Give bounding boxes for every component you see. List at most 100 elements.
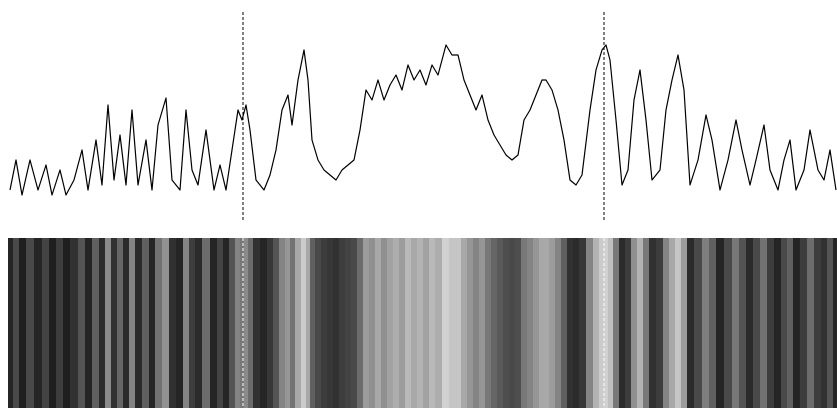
intensity-band bbox=[339, 238, 346, 408]
intensity-band bbox=[827, 238, 834, 408]
intensity-band bbox=[544, 238, 550, 408]
intensity-band bbox=[169, 238, 177, 408]
intensity-band bbox=[393, 238, 400, 408]
intensity-band bbox=[656, 238, 664, 408]
intensity-band bbox=[99, 238, 106, 408]
intensity-band bbox=[485, 238, 492, 408]
intensity-band bbox=[149, 238, 156, 408]
intensity-band bbox=[321, 238, 328, 408]
intensity-band bbox=[527, 238, 534, 408]
intensity-band bbox=[497, 238, 504, 408]
intensity-band bbox=[814, 238, 822, 408]
intensity-band bbox=[42, 238, 50, 408]
profile-viewer bbox=[0, 0, 837, 408]
intensity-band bbox=[753, 238, 761, 408]
intensity-band bbox=[663, 238, 670, 408]
intensity-band bbox=[613, 238, 620, 408]
intensity-band bbox=[787, 238, 794, 408]
intensity-band bbox=[26, 238, 35, 408]
intensity-band bbox=[202, 238, 211, 408]
intensity-band bbox=[675, 238, 682, 408]
intensity-band bbox=[760, 238, 768, 408]
intensity-band bbox=[619, 238, 626, 408]
intensity-band bbox=[807, 238, 815, 408]
profile-line bbox=[10, 45, 836, 195]
intensity-band bbox=[608, 238, 614, 408]
intensity-band bbox=[709, 238, 717, 408]
intensity-band bbox=[539, 238, 545, 408]
intensity-band bbox=[290, 238, 296, 408]
intensity-band bbox=[189, 238, 196, 408]
intensity-band bbox=[273, 238, 280, 408]
intensity-band bbox=[491, 238, 498, 408]
intensity-band bbox=[381, 238, 388, 408]
intensity-band bbox=[253, 238, 261, 408]
intensity-band bbox=[229, 238, 236, 408]
intensity-band bbox=[295, 238, 302, 408]
intensity-band bbox=[301, 238, 307, 408]
intensity-band bbox=[586, 238, 594, 408]
intensity-band bbox=[13, 238, 20, 408]
intensity-band bbox=[579, 238, 587, 408]
intensity-band bbox=[375, 238, 382, 408]
intensity-band bbox=[555, 238, 562, 408]
intensity-band bbox=[244, 238, 249, 408]
intensity-band bbox=[369, 238, 376, 408]
intensity-band bbox=[78, 238, 86, 408]
intensity-band bbox=[716, 238, 725, 408]
intensity-band bbox=[210, 238, 218, 408]
intensity-band bbox=[70, 238, 79, 408]
intensity-band bbox=[306, 238, 311, 408]
intensity-band bbox=[521, 238, 528, 408]
intensity-band bbox=[821, 238, 828, 408]
intensity-band bbox=[800, 238, 808, 408]
intensity-band bbox=[435, 238, 443, 408]
intensity-band bbox=[694, 238, 703, 408]
intensity-band bbox=[315, 238, 322, 408]
intensity-band bbox=[604, 238, 609, 408]
intensity-band bbox=[533, 238, 540, 408]
intensity-band bbox=[240, 238, 245, 408]
intensity-band bbox=[549, 238, 556, 408]
intensity-band bbox=[417, 238, 424, 408]
intensity-band bbox=[333, 238, 340, 408]
intensity-band bbox=[49, 238, 57, 408]
intensity-band bbox=[442, 238, 450, 408]
intensity-band bbox=[467, 238, 474, 408]
intensity-band bbox=[142, 238, 150, 408]
intensity-band bbox=[351, 238, 358, 408]
intensity-band bbox=[223, 238, 230, 408]
intensity-band bbox=[732, 238, 740, 408]
intensity-band bbox=[681, 238, 688, 408]
intensity-band bbox=[327, 238, 334, 408]
intensity-band bbox=[111, 238, 118, 408]
intensity-band bbox=[183, 238, 190, 408]
intensity-band bbox=[34, 238, 43, 408]
intensity-band bbox=[631, 238, 638, 408]
intensity-band bbox=[767, 238, 775, 408]
intensity-band bbox=[267, 238, 274, 408]
intensity-band bbox=[357, 238, 364, 408]
intensity-band bbox=[56, 238, 64, 408]
intensity-band bbox=[461, 238, 468, 408]
intensity-band bbox=[129, 238, 136, 408]
intensity-band bbox=[649, 238, 657, 408]
intensity-band bbox=[567, 238, 574, 408]
intensity-band bbox=[509, 238, 516, 408]
intensity-band bbox=[781, 238, 788, 408]
intensity-band bbox=[593, 238, 600, 408]
intensity-band bbox=[405, 238, 412, 408]
intensity-band bbox=[310, 238, 316, 408]
intensity-band bbox=[643, 238, 650, 408]
intensity-band bbox=[63, 238, 71, 408]
intensity-band bbox=[515, 238, 522, 408]
intensity-band bbox=[833, 238, 837, 408]
intensity-band bbox=[573, 238, 580, 408]
intensity-band bbox=[399, 238, 406, 408]
intensity-band bbox=[19, 238, 27, 408]
intensity-band bbox=[123, 238, 130, 408]
page: {"chart_data": {"type": "line", "x": [10… bbox=[0, 0, 837, 408]
intensity-band bbox=[479, 238, 486, 408]
intensity-band bbox=[195, 238, 203, 408]
intensity-band bbox=[774, 238, 782, 408]
